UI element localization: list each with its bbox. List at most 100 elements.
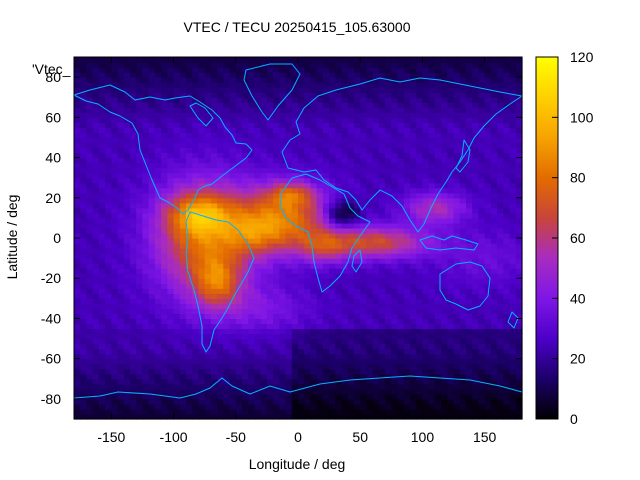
heatmap-cell <box>111 393 119 400</box>
heatmap-cell <box>298 117 305 123</box>
heatmap-cell <box>360 408 368 415</box>
heatmap-cell <box>354 338 361 345</box>
heatmap-cell <box>298 303 305 309</box>
heatmap-cell <box>360 313 368 320</box>
heatmap-cell <box>335 122 343 128</box>
heatmap-cell <box>497 308 504 315</box>
heatmap-cell <box>378 232 386 239</box>
heatmap-cell <box>173 313 181 320</box>
heatmap-cell <box>217 303 224 309</box>
heatmap-cell <box>229 62 237 68</box>
heatmap-cell <box>148 157 156 164</box>
heatmap-cell <box>186 313 193 320</box>
heatmap-cell <box>161 348 168 355</box>
heatmap-cell <box>472 77 480 83</box>
heatmap-cell <box>223 157 231 164</box>
heatmap-cell <box>242 283 249 289</box>
heatmap-cell <box>279 268 287 274</box>
heatmap-cell <box>441 227 448 234</box>
heatmap-cell <box>428 127 436 134</box>
heatmap-cell <box>80 212 88 219</box>
heatmap-cell <box>322 398 330 405</box>
heatmap-cell <box>416 358 424 365</box>
heatmap-cell <box>441 87 448 93</box>
heatmap-cell <box>397 258 405 264</box>
heatmap-cell <box>447 298 455 304</box>
heatmap-cell <box>434 353 442 360</box>
heatmap-cell <box>391 288 399 294</box>
heatmap-cell <box>142 258 150 264</box>
heatmap-cell <box>441 162 448 169</box>
heatmap-cell <box>117 212 125 219</box>
heatmap-cell <box>86 82 94 88</box>
heatmap-cell <box>266 298 274 304</box>
heatmap-cell <box>98 338 106 345</box>
heatmap-cell <box>422 187 430 194</box>
heatmap-cell <box>279 333 287 340</box>
heatmap-cell <box>179 413 187 420</box>
heatmap-cell <box>111 97 119 103</box>
heatmap-cell <box>173 308 181 315</box>
heatmap-cell <box>391 142 399 149</box>
heatmap-cell <box>378 288 386 294</box>
heatmap-cell <box>198 132 206 139</box>
heatmap-cell <box>403 87 411 93</box>
heatmap-cell <box>347 348 355 355</box>
heatmap-cell <box>210 318 218 325</box>
heatmap-cell <box>285 358 293 365</box>
heatmap-cell <box>354 238 361 244</box>
heatmap-cell <box>142 238 150 244</box>
heatmap-cell <box>148 72 156 78</box>
heatmap-cell <box>210 92 218 98</box>
heatmap-cell <box>235 142 243 149</box>
heatmap-cell <box>254 238 262 244</box>
heatmap-cell <box>223 77 231 83</box>
heatmap-cell <box>154 383 162 390</box>
heatmap-cell <box>98 137 106 144</box>
heatmap-cell <box>117 368 125 375</box>
heatmap-cell <box>192 333 200 340</box>
heatmap-cell <box>86 222 94 229</box>
heatmap-cell <box>360 87 368 93</box>
heatmap-cell <box>98 222 106 229</box>
heatmap-cell <box>341 388 349 395</box>
heatmap-cell <box>366 288 374 294</box>
heatmap-cell <box>341 97 349 103</box>
heatmap-cell <box>322 187 330 194</box>
heatmap-cell <box>136 413 144 420</box>
heatmap-cell <box>459 338 467 345</box>
heatmap-cell <box>422 303 430 309</box>
heatmap-cell <box>397 408 405 415</box>
heatmap-cell <box>422 132 430 139</box>
heatmap-cell <box>217 132 224 139</box>
heatmap-cell <box>304 162 312 169</box>
heatmap-cell <box>248 258 256 264</box>
heatmap-cell <box>136 313 144 320</box>
heatmap-cell <box>366 388 374 395</box>
heatmap-cell <box>173 212 181 219</box>
heatmap-cell <box>285 102 293 108</box>
heatmap-cell <box>273 227 280 234</box>
heatmap-cell <box>403 393 411 400</box>
heatmap-cell <box>254 388 262 395</box>
heatmap-cell <box>354 222 361 229</box>
heatmap-cell <box>403 258 411 264</box>
heatmap-cell <box>316 298 324 304</box>
heatmap-cell <box>316 383 324 390</box>
heatmap-cell <box>391 293 399 299</box>
heatmap-cell <box>217 117 224 123</box>
heatmap-cell <box>484 258 492 264</box>
heatmap-cell <box>229 333 237 340</box>
heatmap-cell <box>217 363 224 370</box>
heatmap-cell <box>310 62 318 68</box>
heatmap-cell <box>161 408 168 415</box>
heatmap-cell <box>117 408 125 415</box>
heatmap-cell <box>92 177 100 184</box>
heatmap-cell <box>490 122 498 128</box>
heatmap-cell <box>360 333 368 340</box>
heatmap-cell <box>86 147 94 154</box>
heatmap-cell <box>378 117 386 123</box>
heatmap-cell <box>497 258 504 264</box>
heatmap-cell <box>123 67 131 73</box>
heatmap-cell <box>410 338 417 345</box>
